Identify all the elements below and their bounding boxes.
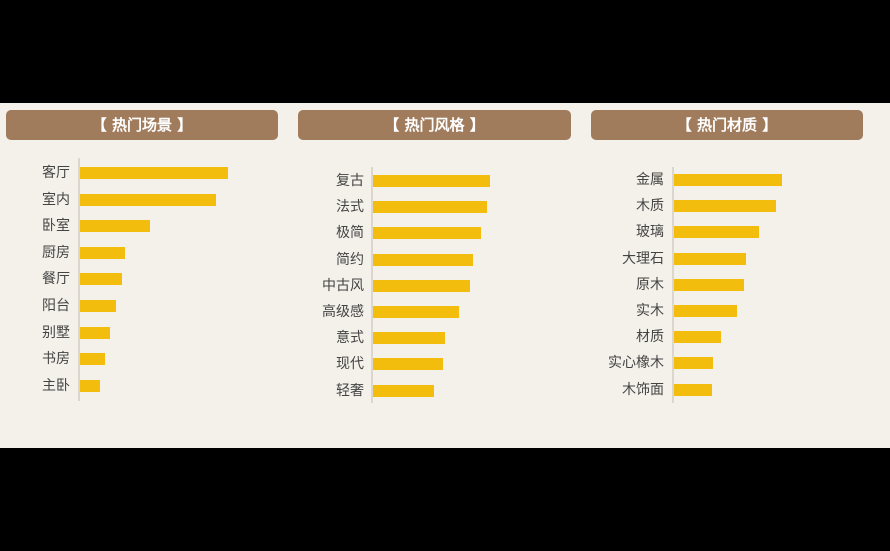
bar xyxy=(373,201,487,214)
bar xyxy=(373,175,490,187)
bar xyxy=(80,167,228,179)
bar xyxy=(80,300,116,312)
bar xyxy=(373,227,481,240)
category-label: 木质 xyxy=(636,198,664,215)
category-label: 玻璃 xyxy=(636,224,664,241)
bar xyxy=(674,331,721,344)
category-label: 卧室 xyxy=(42,218,70,235)
chart-title: 【 热门场景 】 xyxy=(6,110,278,140)
category-label: 室内 xyxy=(42,191,70,208)
bar xyxy=(80,246,125,259)
bar xyxy=(674,252,746,265)
bar xyxy=(373,279,470,292)
charts-panel: 【 热门场景 】 客厅室内卧室厨房餐厅阳台别墅书房主卧 【 热门风格 】 复古法… xyxy=(0,103,890,448)
category-label: 极简 xyxy=(336,225,364,242)
category-label: 客厅 xyxy=(42,165,70,181)
category-label: 大理石 xyxy=(622,250,664,267)
category-label: 主卧 xyxy=(42,377,70,394)
chart-hot-scenes: 【 热门场景 】 客厅室内卧室厨房餐厅阳台别墅书房主卧 xyxy=(0,103,290,448)
chart-title: 【 热门风格 】 xyxy=(298,110,571,140)
bar xyxy=(80,273,122,286)
y-axis-line xyxy=(371,167,373,403)
category-label: 金属 xyxy=(636,172,664,188)
bar xyxy=(373,384,434,397)
bar xyxy=(674,305,737,317)
bar xyxy=(80,193,216,206)
chart-title: 【 热门材质 】 xyxy=(591,110,863,140)
bar xyxy=(80,379,100,392)
category-label: 法式 xyxy=(336,199,364,216)
category-label: 复古 xyxy=(336,173,364,189)
category-label: 意式 xyxy=(336,330,364,347)
bar xyxy=(80,353,105,366)
bar xyxy=(674,357,713,370)
category-label: 实心橡木 xyxy=(608,355,664,372)
category-label: 材质 xyxy=(636,329,664,346)
bar xyxy=(674,383,712,396)
bar xyxy=(373,358,443,371)
bar xyxy=(674,226,759,239)
bar xyxy=(80,220,150,233)
bar xyxy=(80,326,110,339)
bar xyxy=(674,174,782,186)
chart-hot-materials: 【 热门材质 】 金属木质玻璃大理石原木实木材质实心橡木木饰面 xyxy=(0,103,890,448)
bar xyxy=(674,278,744,291)
bar xyxy=(373,253,473,266)
category-label: 中古风 xyxy=(322,277,364,294)
bar xyxy=(373,306,459,318)
category-label: 餐厅 xyxy=(42,271,70,288)
category-label: 实木 xyxy=(636,303,664,319)
category-label: 简约 xyxy=(336,251,364,268)
y-axis-line xyxy=(78,158,80,401)
chart-hot-styles: 【 热门风格 】 复古法式极简简约中古风高级感意式现代轻奢 xyxy=(0,103,590,448)
category-label: 别墅 xyxy=(42,324,70,341)
category-label: 书房 xyxy=(42,351,70,368)
category-label: 高级感 xyxy=(322,304,364,320)
category-label: 木饰面 xyxy=(622,381,664,398)
bar xyxy=(674,200,776,213)
category-label: 轻奢 xyxy=(336,382,364,399)
bar xyxy=(373,332,445,345)
category-label: 阳台 xyxy=(42,298,70,314)
category-label: 厨房 xyxy=(42,244,70,261)
category-label: 现代 xyxy=(336,356,364,373)
category-label: 原木 xyxy=(636,276,664,293)
y-axis-line xyxy=(672,167,674,403)
